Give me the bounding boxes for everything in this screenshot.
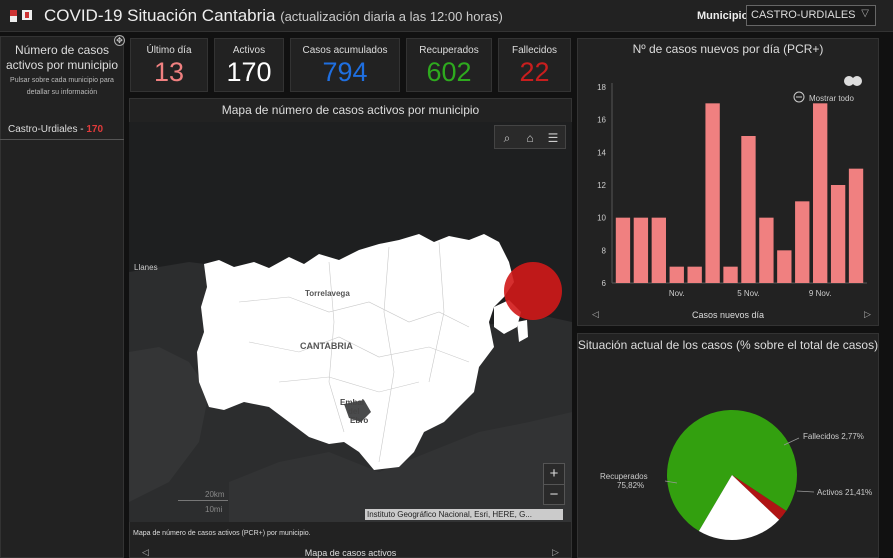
card-recuperados: Recuperados 602 (406, 38, 492, 92)
bar[interactable] (848, 168, 864, 283)
zoom-out-icon[interactable] (793, 91, 805, 103)
search-icon[interactable]: ⌕ (503, 131, 511, 145)
bar[interactable] (705, 103, 720, 283)
bar-prev-icon[interactable]: ◁ (592, 309, 599, 319)
card-value: 602 (426, 57, 472, 87)
pie-label-recuperados: Recuperados (600, 472, 648, 481)
map-caption: Mapa de número de casos activos (PCR+) p… (133, 530, 311, 537)
header-bar (0, 0, 893, 32)
active-cases-bubble[interactable] (504, 262, 562, 320)
page-subtitle: (actualización diaria a las 12:00 horas) (280, 9, 503, 24)
bar-chart-xlabel: Casos nuevos día (691, 310, 765, 320)
pie-slice-fallecidos[interactable] (732, 475, 787, 520)
x-tick-label: 9 Nov. (809, 289, 832, 298)
pie-chart-title: Situación actual de los casos (% sobre e… (577, 338, 879, 352)
pie-label-activos: Activos 21,41% (817, 488, 872, 497)
map-title: Mapa de número de casos activos por muni… (221, 103, 480, 117)
card-value: 170 (226, 57, 272, 87)
chart-toggle[interactable] (844, 76, 862, 86)
scale-mi: 10mi (205, 505, 223, 514)
y-tick-label: 12 (597, 181, 606, 190)
pie-slice-recuperados[interactable] (667, 410, 797, 531)
municipio-selected-value: CASTRO-URDIALES (751, 9, 856, 21)
y-tick-label: 6 (602, 279, 607, 288)
map-label-embalse-2: del (348, 407, 360, 416)
map-label-torrelavega: Torrelavega (305, 289, 350, 298)
bar[interactable] (669, 266, 684, 283)
list-item[interactable]: Castro-Urdiales - 170 (0, 120, 124, 140)
title-text: COVID-19 Situación Cantabria (44, 6, 276, 25)
list-item-value: 170 (86, 124, 104, 135)
card-label: Último día (146, 45, 192, 56)
card-fallecidos: Fallecidos 22 (498, 38, 571, 92)
bar[interactable] (830, 185, 846, 283)
y-tick-label: 18 (597, 83, 606, 92)
card-label: Casos acumulados (302, 45, 388, 56)
card-ultimo-dia: Último día 13 (130, 38, 208, 92)
zoom-in-button[interactable]: + (549, 465, 559, 482)
bar[interactable] (723, 266, 738, 283)
map-prev-icon[interactable]: ◁ (142, 547, 149, 557)
map-toolbar: ⌕ ⌂ ☰ (494, 125, 566, 149)
map-label-embalse-3: Ebro (350, 416, 369, 425)
x-tick-label: Nov. (669, 289, 685, 298)
zoom-control: + − (543, 463, 565, 505)
card-value: 22 (519, 57, 550, 87)
bar-next-icon[interactable]: ▷ (864, 309, 871, 319)
list-item-name: Castro-Urdiales - (8, 124, 87, 135)
y-tick-label: 10 (597, 214, 606, 223)
y-tick-label: 8 (602, 246, 607, 255)
left-panel (0, 36, 124, 558)
card-label: Fallecidos (511, 45, 558, 56)
pie-label-fallecidos: Fallecidos 2,77% (803, 432, 864, 441)
card-value: 794 (322, 57, 368, 87)
map-next-icon[interactable]: ▷ (552, 547, 559, 557)
y-tick-label: 14 (597, 148, 606, 157)
chevron-down-icon: ▽ (861, 8, 869, 19)
home-icon[interactable]: ⌂ (526, 131, 534, 145)
scale-km: 20km (205, 490, 225, 499)
card-casos-acumulados: Casos acumulados 794 (290, 38, 400, 92)
map-attribution: Instituto Geográfico Nacional, Esri, HER… (365, 509, 563, 520)
left-panel-subtitle: Pulsar sobre cada municipio para detalla… (10, 77, 114, 96)
bar[interactable] (813, 103, 828, 283)
map-label-llanes: Llanes (134, 263, 158, 272)
bar[interactable] (759, 217, 774, 283)
map-label-cantabria: CANTABRIA (300, 341, 353, 351)
bar[interactable] (633, 217, 649, 283)
expand-icon[interactable]: ✥ (114, 35, 125, 46)
x-tick-label: 5 Nov. (737, 289, 760, 298)
municipio-select[interactable]: CASTRO-URDIALES ▽ (746, 5, 876, 26)
map-view[interactable] (129, 122, 572, 522)
bar[interactable] (687, 266, 702, 283)
bar[interactable] (741, 136, 756, 283)
bar[interactable] (651, 217, 666, 283)
map-label-embalse-1: Embal (340, 398, 365, 407)
pie-slice-activos[interactable] (698, 475, 780, 540)
y-tick-label: 16 (597, 116, 606, 125)
card-label: Recuperados (419, 45, 479, 56)
page-title: COVID-19 Situación Cantabria (actualizac… (44, 6, 503, 26)
card-value: 13 (153, 57, 185, 87)
municipio-label: Municipio (697, 10, 749, 22)
card-label: Activos (232, 45, 266, 56)
bar[interactable] (777, 250, 792, 283)
scale-bar (178, 500, 228, 501)
flag-icon (10, 10, 17, 22)
pie-chart[interactable]: Recuperados 75,82% Fallecidos 2,77% Acti… (577, 355, 879, 555)
pie-label-recuperados-pct: 75,82% (617, 481, 644, 490)
zoom-out-button[interactable]: − (544, 484, 564, 504)
left-panel-title: Número de casos activos por municipio (5, 43, 119, 72)
card-activos: Activos 170 (214, 38, 284, 92)
bar[interactable] (615, 217, 631, 283)
show-all-button[interactable]: Mostrar todo (809, 94, 854, 103)
map-footer-label: Mapa de casos activos (304, 548, 397, 558)
bar[interactable] (795, 201, 810, 283)
cross-icon (22, 10, 32, 20)
bar-chart-title: Nº de casos nuevos por día (PCR+) (632, 42, 824, 56)
bar-chart[interactable]: 6 8 10 12 14 16 18 Nov. 5 Nov. 9 Nov. Mostrar tod… (577, 60, 879, 304)
list-icon[interactable]: ☰ (547, 131, 559, 145)
